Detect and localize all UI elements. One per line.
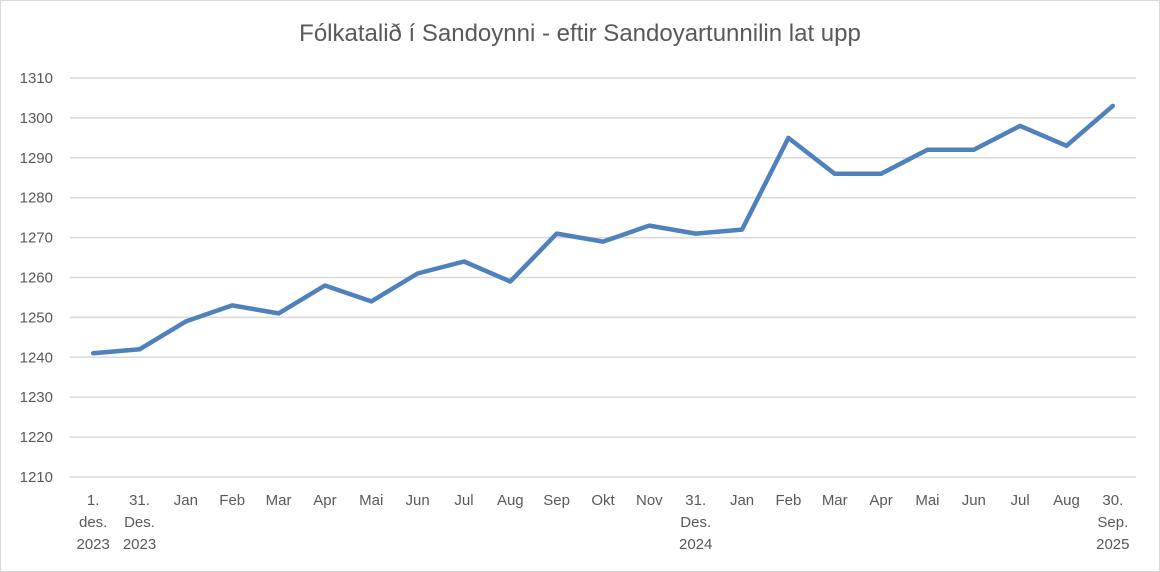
y-tick-label: 1220 xyxy=(20,429,53,446)
x-tick-label: Jul xyxy=(1011,492,1030,509)
x-tick-label: 1. des. 2023 xyxy=(76,492,109,553)
y-axis-labels: 1210 1220 1230 1240 1250 1260 1270 1280 1290 1300… xyxy=(20,70,53,486)
chart-title: Fólkatalið í Sandoynni - eftir Sandoyart… xyxy=(299,20,861,47)
x-tick-label: Jun xyxy=(406,492,430,509)
y-tick-label: 1250 xyxy=(20,309,53,326)
x-tick-label: Feb xyxy=(775,492,801,509)
x-tick-label: 31. Des. 2024 xyxy=(679,492,712,553)
x-tick-label: Mai xyxy=(359,492,383,509)
y-tick-label: 1210 xyxy=(20,469,53,486)
population-line xyxy=(90,103,1116,356)
x-tick-label: Jan xyxy=(730,492,754,509)
x-tick-label: Mar xyxy=(266,492,292,509)
x-tick-label: Apr xyxy=(869,492,892,509)
x-tick-label: Jan xyxy=(174,492,198,509)
x-tick-label: Sep xyxy=(543,492,570,509)
x-tick-label: Aug xyxy=(497,492,524,509)
y-tick-label: 1280 xyxy=(20,190,53,207)
x-axis-labels: 1. des. 2023 31. Des. 2023 Jan Feb Mar Apr Mai Jun J… xyxy=(76,492,1129,553)
x-tick-label: 31. Des. 2023 xyxy=(123,492,156,553)
gridlines xyxy=(70,77,1136,478)
x-tick-label: Nov xyxy=(636,492,663,509)
x-tick-label: Mai xyxy=(915,492,939,509)
y-tick-label: 1290 xyxy=(20,150,53,167)
y-tick-label: 1240 xyxy=(20,349,53,366)
y-tick-label: 1270 xyxy=(20,230,53,247)
y-tick-label: 1230 xyxy=(20,389,53,406)
x-tick-label: 30. Sep. 2025 xyxy=(1096,492,1129,553)
x-tick-label: Jul xyxy=(454,492,473,509)
x-tick-label: Apr xyxy=(313,492,336,509)
x-tick-label: Feb xyxy=(219,492,245,509)
x-tick-label: Okt xyxy=(591,492,615,509)
y-tick-label: 1260 xyxy=(20,270,53,287)
y-tick-label: 1300 xyxy=(20,110,53,127)
x-tick-label: Mar xyxy=(822,492,848,509)
x-tick-label: Jun xyxy=(962,492,986,509)
y-tick-label: 1310 xyxy=(20,70,53,87)
x-tick-label: Aug xyxy=(1053,492,1080,509)
